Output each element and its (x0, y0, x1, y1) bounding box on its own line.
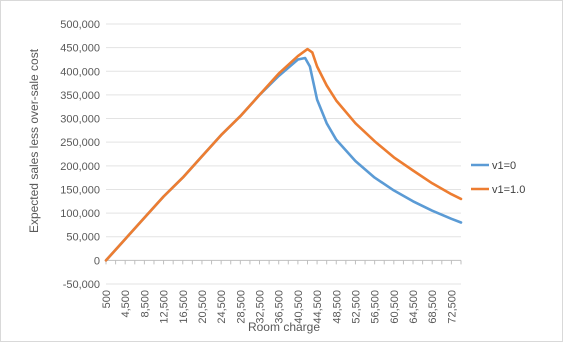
x-tick-label: 48,500 (331, 290, 343, 324)
y-tick-label: -50,000 (63, 279, 100, 291)
gridlines (106, 23, 461, 285)
legend-label: v1=1.0 (492, 184, 525, 196)
series-lines (104, 47, 463, 262)
x-tick-label: 24,500 (216, 290, 228, 324)
y-tick-label: 500,000 (60, 19, 100, 31)
x-tick-label: 40,500 (293, 290, 305, 324)
x-tick-label: 8,500 (139, 290, 151, 318)
legend-label: v1=0 (492, 160, 516, 172)
x-tick-label: 60,500 (389, 290, 401, 324)
x-axis-title: Room charge (248, 320, 320, 334)
x-tick-label: 72,500 (446, 290, 458, 324)
x-tick-label: 44,500 (312, 290, 324, 324)
y-tick-label: 100,000 (60, 208, 100, 220)
x-tick-label: 36,500 (274, 290, 286, 324)
x-tick-label: 64,500 (408, 290, 420, 324)
series-line-2 (104, 47, 463, 262)
y-axis-ticks: -50,000 0 50,000 100,000 150,000 200,000 250,0… (60, 19, 100, 291)
y-tick-label: 250,000 (60, 137, 100, 149)
y-tick-label: 200,000 (60, 161, 100, 173)
y-tick-label: 400,000 (60, 66, 100, 78)
x-tick-label: 12,500 (159, 290, 171, 324)
x-tick-label: 28,500 (235, 290, 247, 324)
x-tick-label: 500 (101, 290, 113, 308)
y-axis-title: Expected sales less over-sale cost (27, 48, 41, 233)
y-tick-label: 0 (94, 255, 100, 267)
y-tick-label: 50,000 (66, 232, 100, 244)
x-tick-label: 68,500 (427, 290, 439, 324)
y-tick-label: 450,000 (60, 43, 100, 55)
x-tick-label: 4,500 (120, 290, 132, 318)
y-tick-label: 150,000 (60, 184, 100, 196)
x-tick-label: 56,500 (370, 290, 382, 324)
legend: v1=0 v1=1.0 (471, 160, 525, 196)
x-tick-label: 32,500 (255, 290, 267, 324)
x-tick-label: 52,500 (350, 290, 362, 324)
y-tick-label: 300,000 (60, 114, 100, 126)
x-axis-ticks: 500 4,500 8,500 12,500 16,500 20,500 24,500 28,… (101, 260, 462, 324)
x-tick-label: 20,500 (197, 290, 209, 324)
y-tick-label: 350,000 (60, 90, 100, 102)
series-line-1 (104, 56, 463, 262)
x-tick-label: 16,500 (178, 290, 190, 324)
